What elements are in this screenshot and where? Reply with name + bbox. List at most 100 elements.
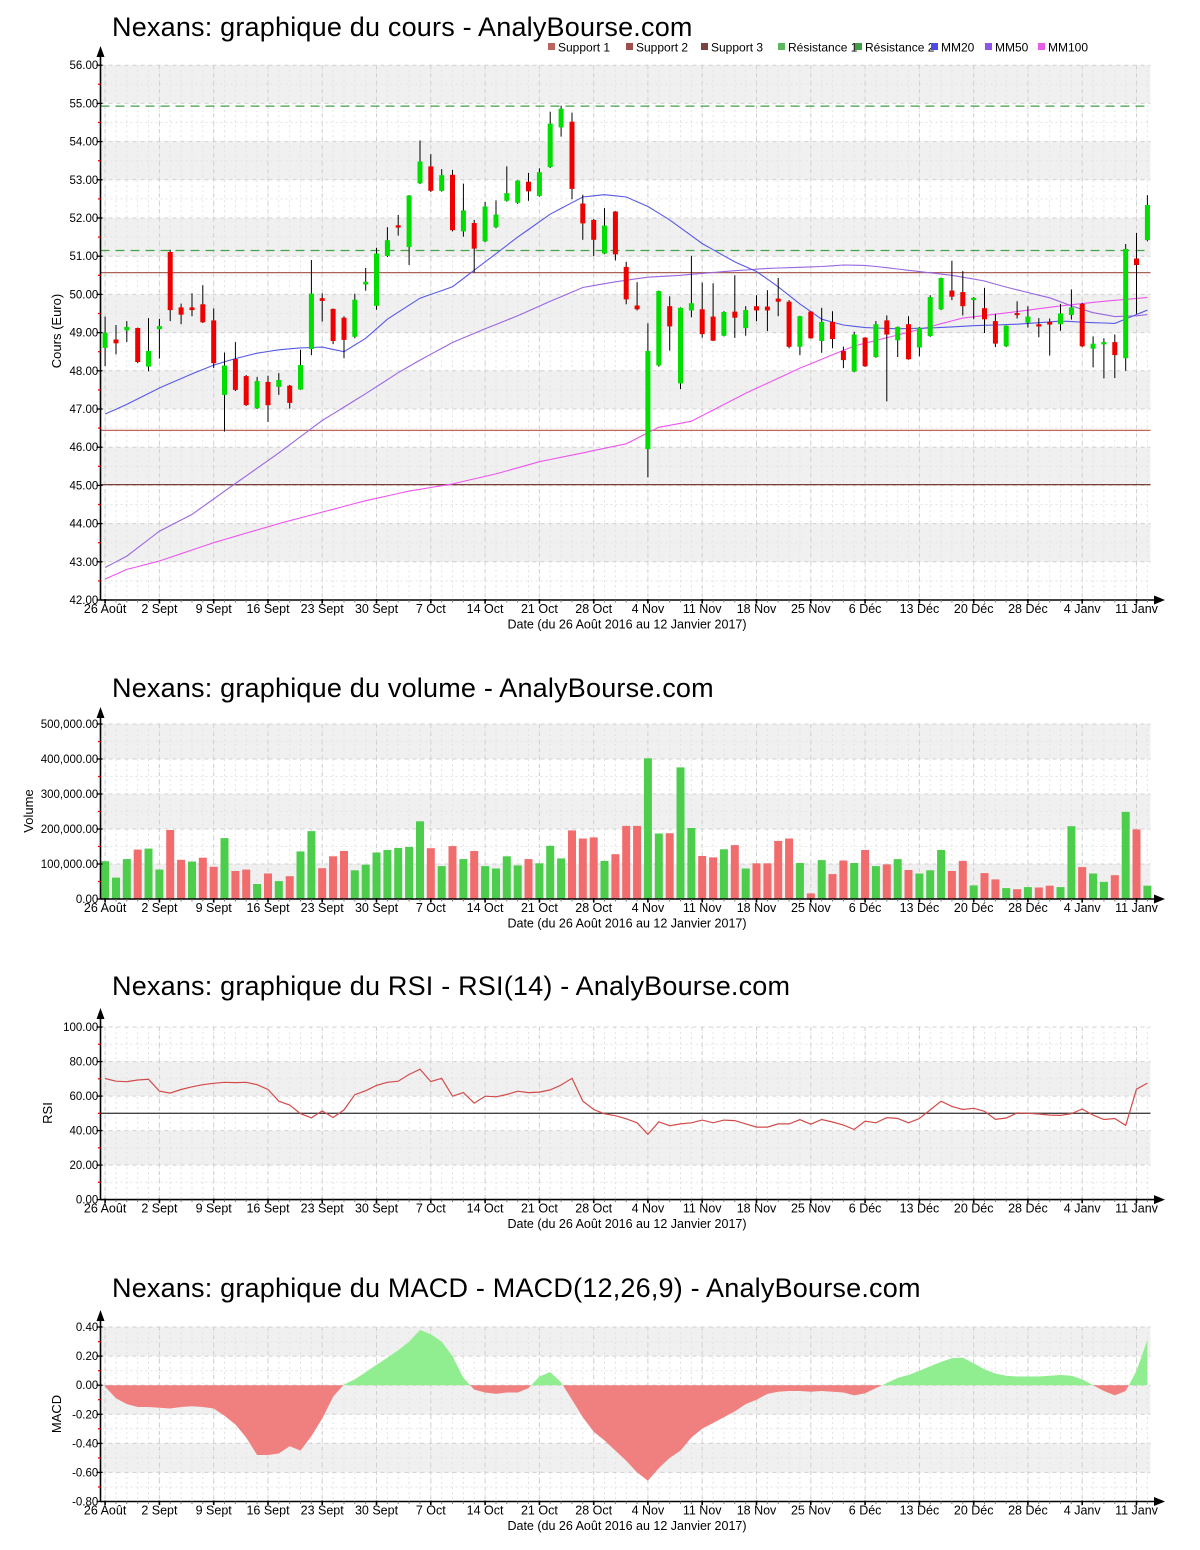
svg-text:Support 3: Support 3 bbox=[711, 41, 763, 55]
svg-text:200,000.00: 200,000.00 bbox=[41, 824, 99, 836]
svg-text:49.00: 49.00 bbox=[70, 328, 99, 340]
svg-text:MM100: MM100 bbox=[1048, 41, 1088, 55]
svg-text:30 Sept: 30 Sept bbox=[355, 901, 399, 915]
svg-text:Date (du 26 Août 2016 au 12 Ja: Date (du 26 Août 2016 au 12 Janvier 2017… bbox=[507, 1217, 746, 1231]
svg-text:18 Nov: 18 Nov bbox=[737, 1201, 777, 1215]
svg-text:25 Nov: 25 Nov bbox=[791, 1503, 831, 1517]
svg-text:23 Sept: 23 Sept bbox=[301, 1503, 345, 1517]
svg-text:13 Déc: 13 Déc bbox=[900, 602, 940, 616]
svg-text:9 Sept: 9 Sept bbox=[196, 1201, 233, 1215]
svg-text:100.00: 100.00 bbox=[63, 1022, 98, 1034]
svg-text:28 Oct: 28 Oct bbox=[575, 1201, 612, 1215]
svg-text:9 Sept: 9 Sept bbox=[196, 602, 233, 616]
svg-text:0.20: 0.20 bbox=[76, 1351, 98, 1363]
svg-text:55.00: 55.00 bbox=[70, 98, 99, 110]
svg-text:25 Nov: 25 Nov bbox=[791, 1201, 831, 1215]
svg-text:0.00: 0.00 bbox=[76, 1195, 98, 1207]
svg-text:26 Août: 26 Août bbox=[84, 1201, 127, 1215]
svg-text:Date (du 26 Août 2016 au 12 Ja: Date (du 26 Août 2016 au 12 Janvier 2017… bbox=[507, 1519, 746, 1533]
svg-text:40.00: 40.00 bbox=[70, 1126, 99, 1138]
svg-text:11 Nov: 11 Nov bbox=[683, 1503, 722, 1517]
svg-text:28 Déc: 28 Déc bbox=[1008, 1503, 1048, 1517]
svg-text:53.00: 53.00 bbox=[70, 175, 99, 187]
svg-text:Cours (Euro): Cours (Euro) bbox=[49, 294, 64, 368]
svg-text:16 Sept: 16 Sept bbox=[246, 1503, 290, 1517]
svg-text:21 Oct: 21 Oct bbox=[521, 901, 558, 915]
svg-text:11 Nov: 11 Nov bbox=[683, 1201, 722, 1215]
svg-text:0.40: 0.40 bbox=[76, 1322, 98, 1334]
svg-text:7 Oct: 7 Oct bbox=[416, 1503, 446, 1517]
svg-text:23 Sept: 23 Sept bbox=[301, 901, 345, 915]
svg-text:26 Août: 26 Août bbox=[84, 901, 127, 915]
svg-text:60.00: 60.00 bbox=[70, 1091, 99, 1103]
svg-text:0.00: 0.00 bbox=[76, 1380, 98, 1392]
svg-text:MM50: MM50 bbox=[995, 41, 1029, 55]
svg-text:2 Sept: 2 Sept bbox=[141, 602, 178, 616]
svg-text:45.00: 45.00 bbox=[70, 480, 99, 492]
svg-text:23 Sept: 23 Sept bbox=[301, 602, 345, 616]
svg-text:16 Sept: 16 Sept bbox=[246, 1201, 290, 1215]
svg-text:9 Sept: 9 Sept bbox=[196, 901, 233, 915]
svg-text:Support 2: Support 2 bbox=[636, 41, 688, 55]
svg-text:28 Déc: 28 Déc bbox=[1008, 602, 1048, 616]
svg-text:11 Janv: 11 Janv bbox=[1115, 901, 1159, 915]
svg-text:13 Déc: 13 Déc bbox=[900, 1201, 940, 1215]
svg-text:13 Déc: 13 Déc bbox=[900, 901, 940, 915]
svg-text:14 Oct: 14 Oct bbox=[467, 1503, 504, 1517]
svg-text:20 Déc: 20 Déc bbox=[954, 1201, 994, 1215]
svg-text:4 Nov: 4 Nov bbox=[632, 901, 665, 915]
svg-text:18 Nov: 18 Nov bbox=[737, 602, 777, 616]
svg-text:28 Oct: 28 Oct bbox=[575, 602, 612, 616]
svg-text:MACD: MACD bbox=[49, 1395, 64, 1433]
svg-text:25 Nov: 25 Nov bbox=[791, 901, 831, 915]
svg-text:47.00: 47.00 bbox=[70, 404, 99, 416]
svg-text:500,000.00: 500,000.00 bbox=[41, 719, 99, 731]
svg-text:20 Déc: 20 Déc bbox=[954, 602, 994, 616]
svg-text:13 Déc: 13 Déc bbox=[900, 1503, 940, 1517]
svg-text:21 Oct: 21 Oct bbox=[521, 1503, 558, 1517]
svg-text:28 Oct: 28 Oct bbox=[575, 1503, 612, 1517]
svg-text:52.00: 52.00 bbox=[70, 213, 99, 225]
svg-text:11 Janv: 11 Janv bbox=[1115, 602, 1159, 616]
svg-text:18 Nov: 18 Nov bbox=[737, 901, 777, 915]
svg-text:26 Août: 26 Août bbox=[84, 602, 127, 616]
svg-text:20 Déc: 20 Déc bbox=[954, 1503, 994, 1517]
svg-text:Support 1: Support 1 bbox=[558, 41, 610, 55]
svg-text:28 Déc: 28 Déc bbox=[1008, 901, 1048, 915]
svg-text:28 Oct: 28 Oct bbox=[575, 901, 612, 915]
svg-text:2 Sept: 2 Sept bbox=[141, 1503, 178, 1517]
svg-text:6 Déc: 6 Déc bbox=[849, 602, 882, 616]
svg-text:30 Sept: 30 Sept bbox=[355, 1201, 399, 1215]
svg-text:RSI: RSI bbox=[40, 1102, 55, 1124]
svg-text:4 Janv: 4 Janv bbox=[1064, 1503, 1102, 1517]
svg-text:300,000.00: 300,000.00 bbox=[41, 789, 99, 801]
svg-text:20 Déc: 20 Déc bbox=[954, 901, 994, 915]
svg-text:Résistance 1: Résistance 1 bbox=[788, 41, 858, 55]
svg-text:42.00: 42.00 bbox=[70, 595, 99, 607]
svg-text:-0.80: -0.80 bbox=[72, 1497, 98, 1509]
svg-text:Nexans: graphique du volume -: Nexans: graphique du volume - AnalyBours… bbox=[112, 673, 714, 703]
svg-text:26 Août: 26 Août bbox=[84, 1503, 127, 1517]
svg-text:28 Déc: 28 Déc bbox=[1008, 1201, 1048, 1215]
svg-text:50.00: 50.00 bbox=[70, 289, 99, 301]
svg-text:0.00: 0.00 bbox=[76, 894, 98, 906]
svg-text:4 Nov: 4 Nov bbox=[632, 602, 665, 616]
svg-text:20.00: 20.00 bbox=[70, 1160, 99, 1172]
svg-text:Date (du 26 Août 2016 au 12 Ja: Date (du 26 Août 2016 au 12 Janvier 2017… bbox=[507, 916, 746, 930]
svg-text:4 Janv: 4 Janv bbox=[1064, 602, 1102, 616]
svg-text:23 Sept: 23 Sept bbox=[301, 1201, 345, 1215]
svg-text:Nexans: graphique du MACD - MA: Nexans: graphique du MACD - MACD(12,26,9… bbox=[112, 1273, 921, 1303]
svg-text:30 Sept: 30 Sept bbox=[355, 602, 399, 616]
svg-text:16 Sept: 16 Sept bbox=[246, 602, 290, 616]
svg-text:4 Nov: 4 Nov bbox=[632, 1201, 665, 1215]
svg-text:-0.60: -0.60 bbox=[72, 1467, 98, 1479]
svg-text:Résistance 2: Résistance 2 bbox=[865, 41, 935, 55]
svg-text:30 Sept: 30 Sept bbox=[355, 1503, 399, 1517]
svg-text:100,000.00: 100,000.00 bbox=[41, 859, 99, 871]
svg-text:56.00: 56.00 bbox=[70, 60, 99, 72]
svg-text:MM20: MM20 bbox=[941, 41, 975, 55]
svg-text:7 Oct: 7 Oct bbox=[416, 901, 446, 915]
svg-text:6 Déc: 6 Déc bbox=[849, 901, 882, 915]
svg-text:14 Oct: 14 Oct bbox=[467, 901, 504, 915]
svg-text:7 Oct: 7 Oct bbox=[416, 1201, 446, 1215]
